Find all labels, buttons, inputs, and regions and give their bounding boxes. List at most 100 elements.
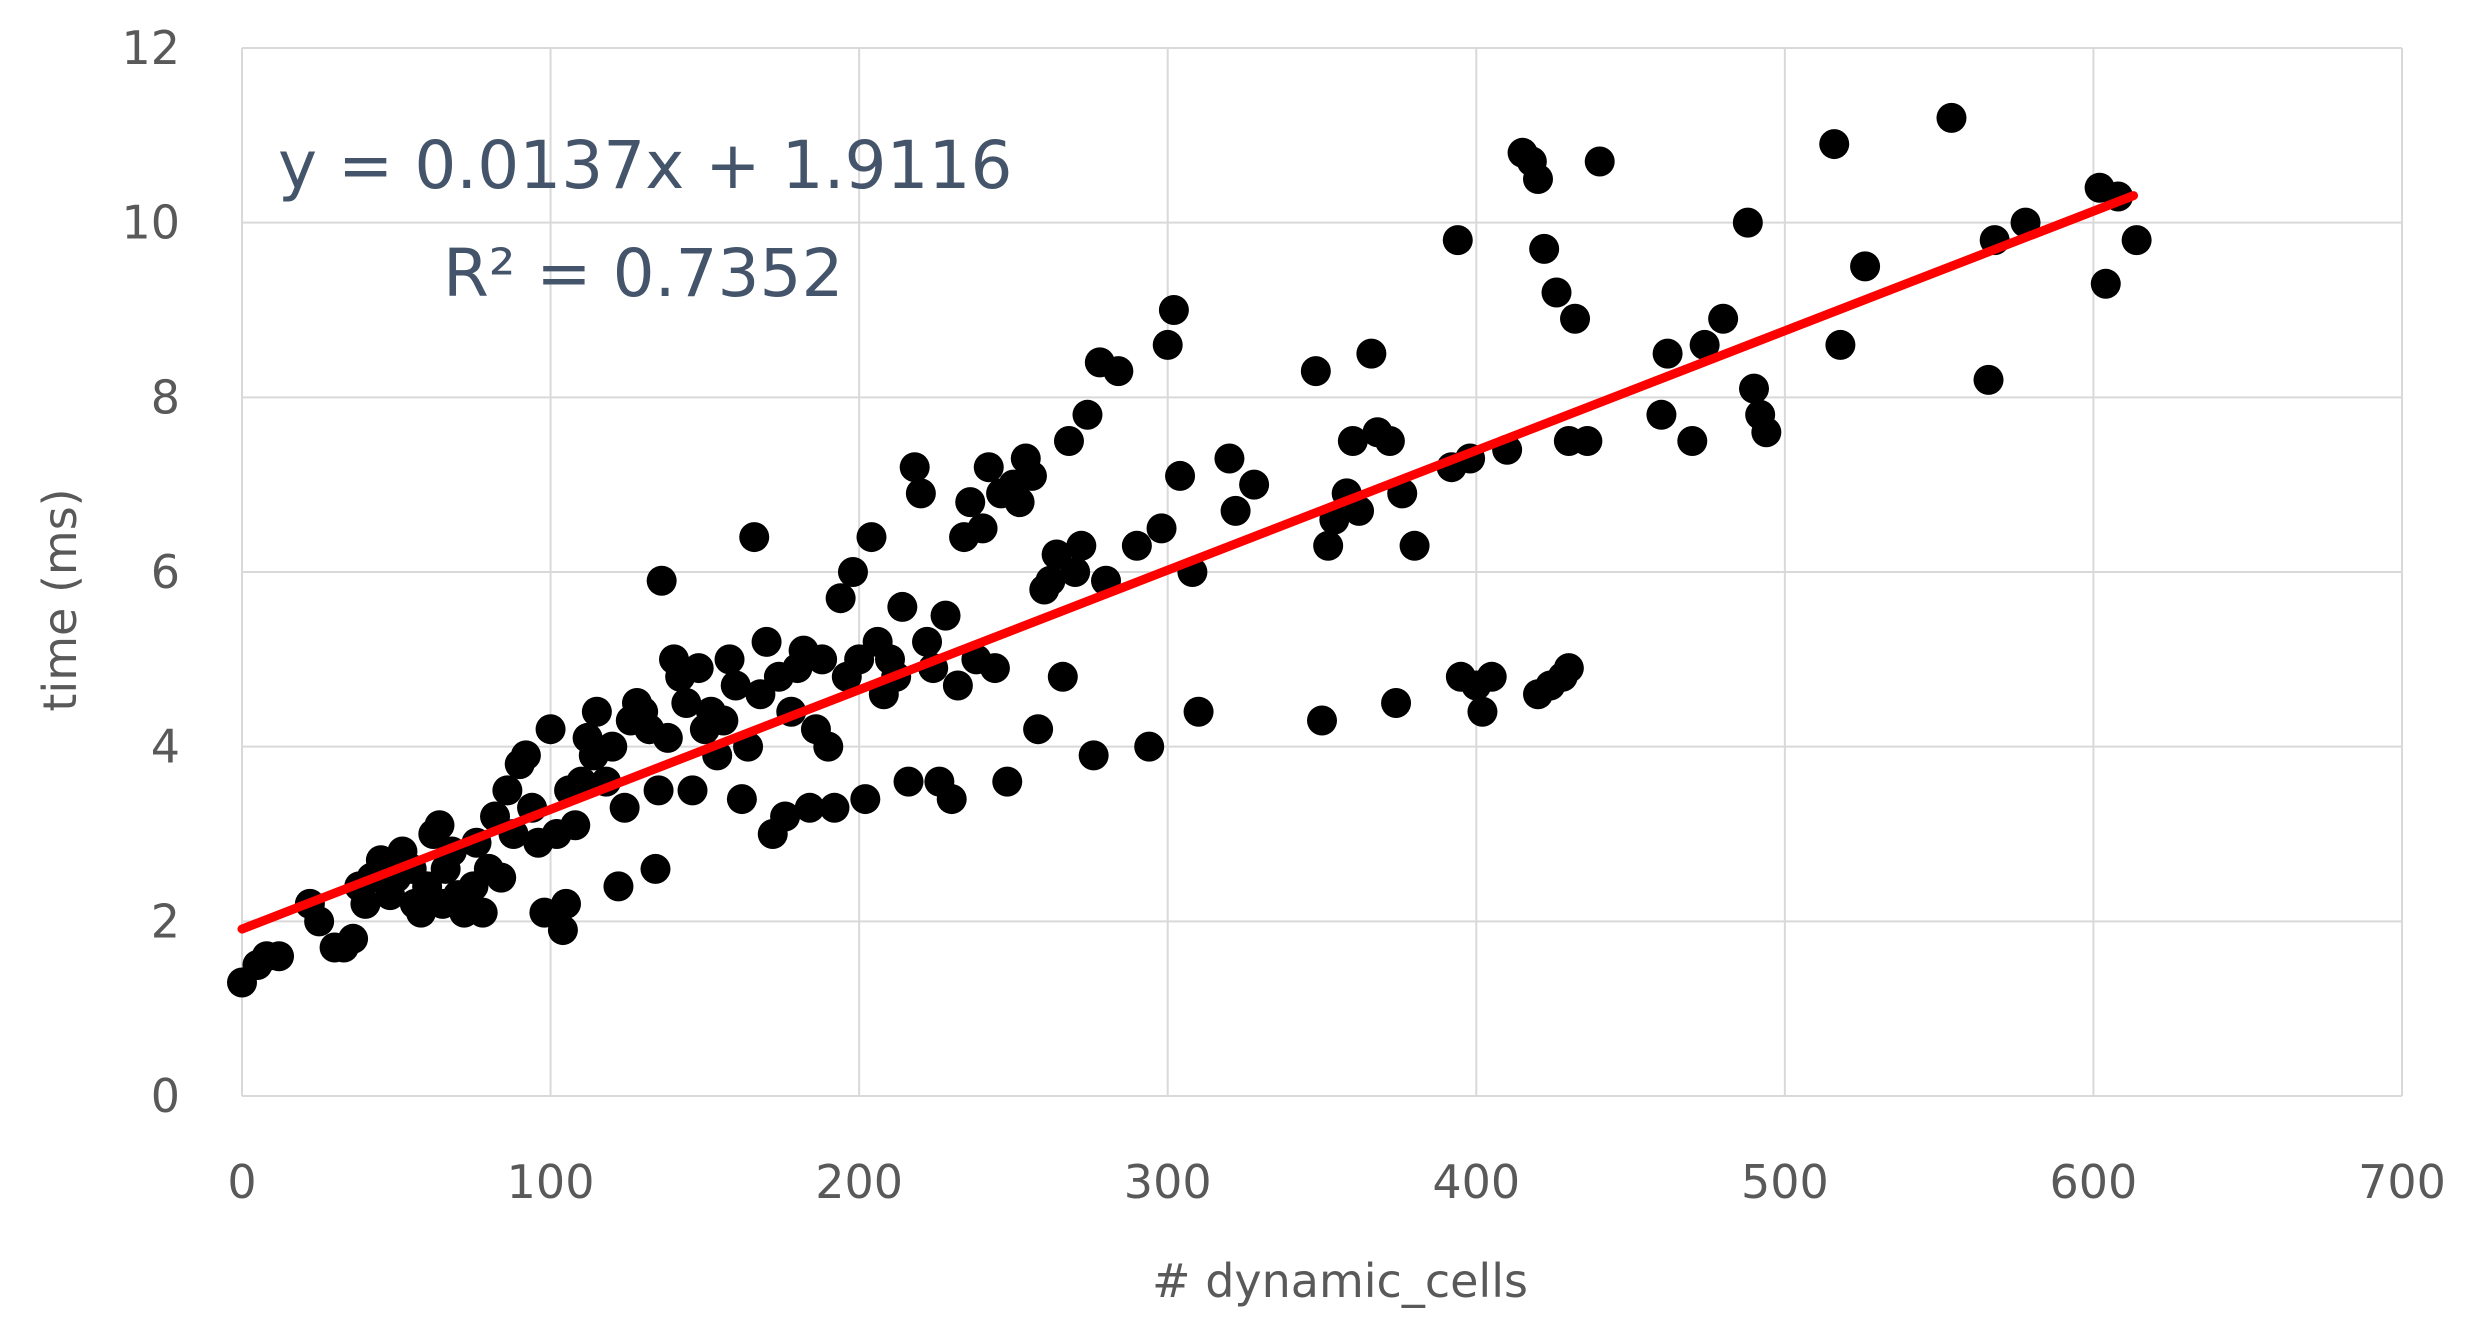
data-point [930,600,961,631]
data-point [1239,469,1270,500]
data-point [1165,460,1196,491]
data-point [813,731,844,762]
data-point [1337,426,1368,456]
data-point [856,522,887,553]
data-point [1819,129,1850,160]
data-point [1751,417,1782,448]
data-point [708,705,739,736]
data-point [1476,661,1507,692]
data-point [551,888,581,919]
data-point [1973,364,2004,395]
data-point [955,487,986,518]
data-point [807,644,838,675]
data-point [1183,696,1214,727]
data-point [560,810,591,841]
data-point [350,888,381,919]
data-point [1035,565,1066,596]
trendline-equation: y = 0.0137x + 1.9116 [278,127,1013,204]
data-point [1004,487,1035,518]
data-point [581,696,612,727]
y-tick-label: 2 [151,894,180,948]
x-axis-title: # dynamic_cells [1152,1254,1528,1308]
data-point [850,784,881,815]
data-point [893,766,924,797]
data-point [1442,225,1473,256]
y-tick-label: 10 [121,196,180,250]
data-point [1529,233,1560,264]
data-point [837,557,868,587]
data-point [1374,426,1405,456]
data-point [1152,329,1183,360]
data-point [979,653,1010,684]
data-point [936,784,967,815]
x-tick-label: 400 [1432,1155,1520,1209]
data-point [1572,426,1603,456]
data-point [1689,329,1720,360]
data-point [1146,513,1177,544]
data-point [1356,338,1387,369]
tick-labels: 0 100 200 300 400 500 600 700 0 2 4 6 8 10 12 [121,21,2445,1209]
data-point [646,565,677,596]
data-point [1646,399,1677,430]
data-point [643,775,674,806]
y-tick-label: 6 [151,545,180,599]
data-point [1652,338,1683,369]
data-point [1103,356,1134,387]
data-point [535,714,566,745]
data-point [1307,705,1337,736]
data-point [1220,495,1251,526]
data-point [671,688,702,718]
data-point [751,626,782,657]
y-axis-title: time (ms) [33,488,87,711]
data-point [1553,653,1584,684]
data-point [677,775,708,806]
x-tick-label: 0 [227,1155,256,1209]
data-point [1214,443,1245,474]
data-point [887,591,918,622]
data-point [264,941,295,972]
data-point [1047,661,1078,692]
y-tick-label: 4 [151,720,180,774]
data-point [566,766,597,797]
x-tick-label: 500 [1741,1155,1829,1209]
data-point [547,915,578,946]
data-point [973,452,1004,483]
data-point [597,731,628,762]
data-point [992,766,1023,797]
data-point [1825,329,1856,360]
data-point [1313,530,1344,561]
x-tick-label: 700 [2358,1155,2446,1209]
data-point [486,862,517,893]
data-point [1541,277,1572,308]
data-point [1072,399,1103,430]
data-point [819,792,850,823]
data-point [1850,251,1881,282]
data-point [770,801,801,832]
data-point [304,906,335,937]
data-point [2090,268,2121,299]
data-point [603,871,634,902]
x-tick-label: 100 [507,1155,595,1209]
r-squared-label: R² = 0.7352 [443,235,844,312]
data-point [1732,207,1763,238]
data-point [1936,102,1967,133]
data-point [1053,426,1084,456]
data-point [1023,714,1054,745]
y-tick-label: 8 [151,370,180,424]
data-point [1739,373,1769,404]
data-point [510,740,541,771]
data-point [609,792,640,823]
x-tick-label: 200 [815,1155,903,1209]
data-point [338,923,369,954]
data-point [1467,696,1498,727]
trendline [237,191,2139,934]
data-point [652,722,683,753]
data-point [967,513,998,544]
data-point [467,897,498,928]
data-point [1134,731,1165,762]
data-point [1121,530,1152,561]
data-point [1677,426,1708,456]
data-point [1016,460,1047,491]
